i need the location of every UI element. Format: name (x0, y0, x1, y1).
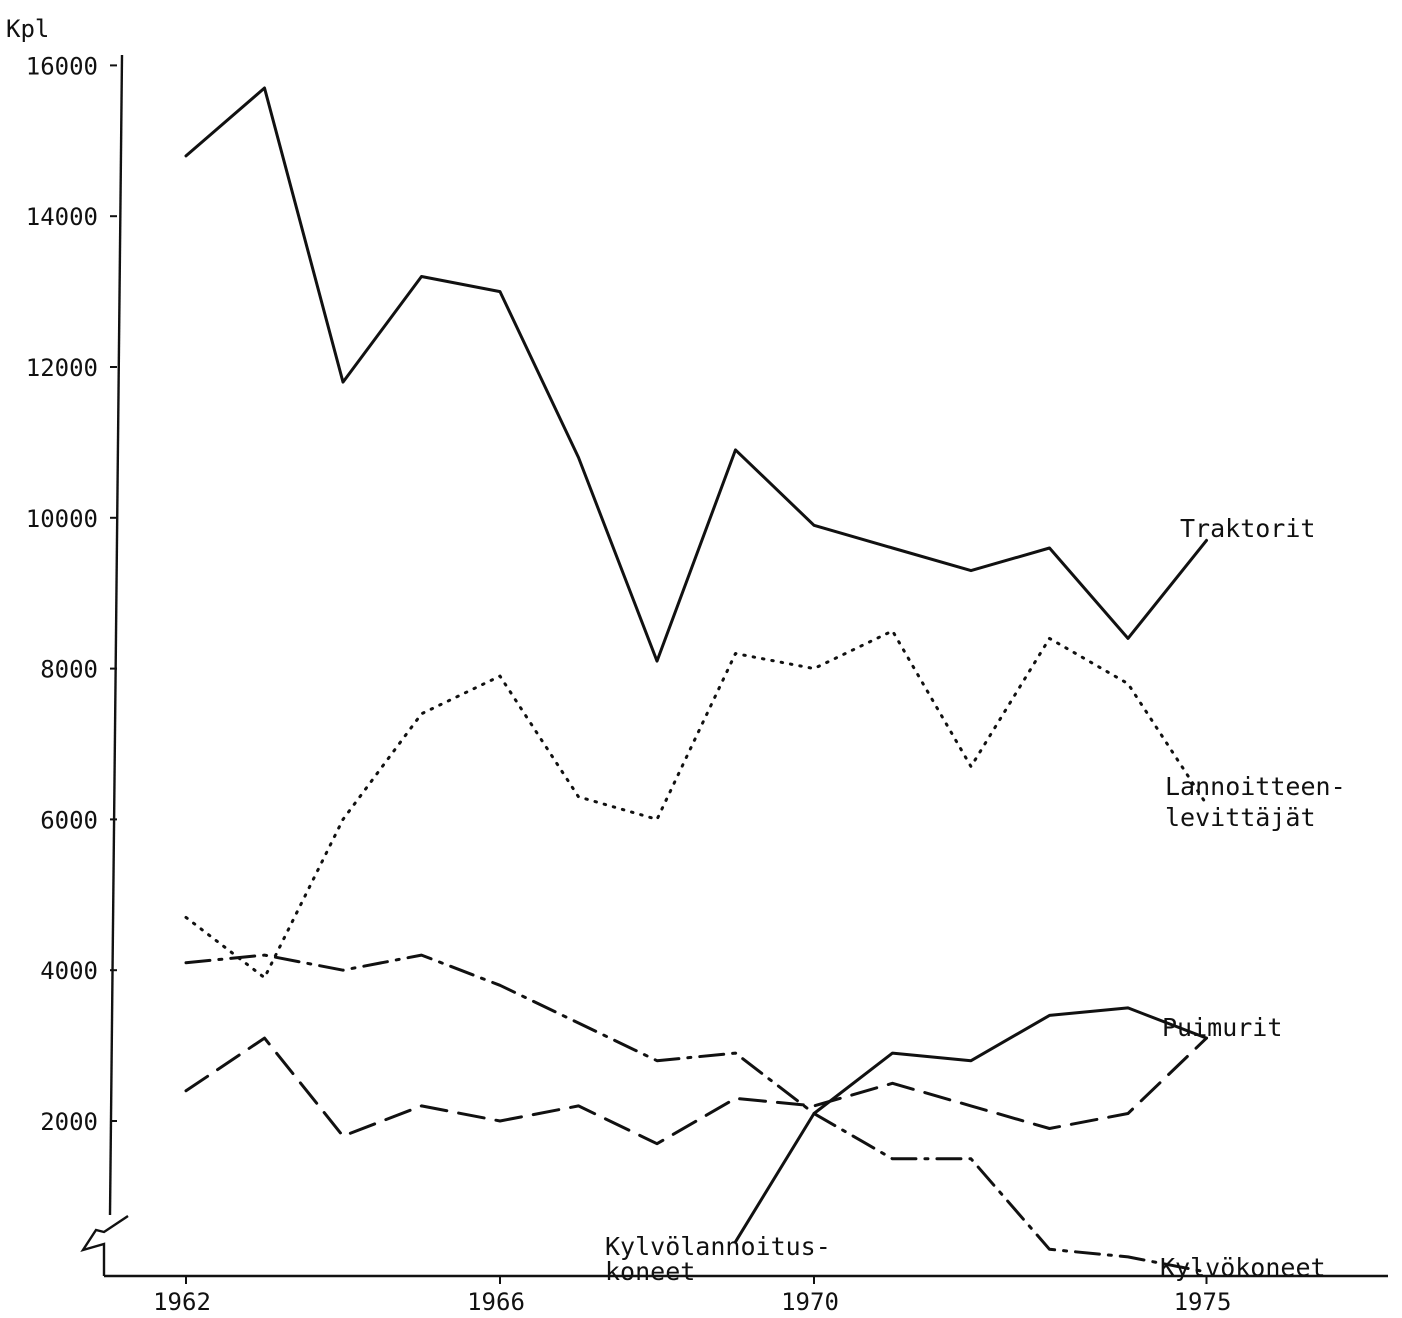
axes (80, 54, 1388, 1278)
series-labels: Traktorit Lannoitteen-levittäjät Puimurit K… (605, 514, 1346, 1286)
y-tick-label: 16000 (26, 52, 98, 80)
x-axis-ticks: 1962 1966 1970 1975 (153, 1276, 1231, 1316)
y-tick-label: 14000 (26, 203, 98, 231)
y-tick-label: 4000 (40, 957, 98, 985)
y-tick-label: 12000 (26, 354, 98, 382)
series-lines (184, 86, 1208, 1274)
series-line-kylv-koneet (184, 953, 1208, 1274)
series-label-lannoitteen-levitt-j-t: levittäjät (1165, 803, 1316, 832)
y-tick-label: 8000 (40, 656, 98, 684)
series-label-kylv-lannoitus-koneet: koneet (605, 1257, 695, 1286)
series-label-traktorit: Traktorit (1180, 514, 1315, 543)
y-tick-label: 2000 (40, 1108, 98, 1136)
x-tick-label: 1966 (467, 1288, 525, 1316)
series-line-traktorit (184, 86, 1208, 663)
series-label-kylv-lannoitus-koneet: Kylvölannoitus- (605, 1232, 831, 1261)
series-line-puimurit (184, 1036, 1208, 1146)
series-label-kylv-koneet: Kylvökoneet (1160, 1253, 1326, 1282)
y-tick-label: 6000 (40, 806, 98, 834)
series-label-lannoitteen-levitt-j-t: Lannoitteen- (1165, 772, 1346, 801)
y-axis-line (108, 54, 124, 1216)
x-tick-label: 1962 (153, 1288, 211, 1316)
y-tick-label: 10000 (26, 505, 98, 533)
series-line-kylv-lannoitus-koneet (734, 1006, 1208, 1244)
x-tick-label: 1975 (1174, 1288, 1232, 1316)
y-axis-ticks: 2000 4000 6000 8000 10000 12000 14000 16000 (26, 52, 117, 1136)
series-line-lannoitteen-levitt-j-t (184, 629, 1208, 980)
x-tick-label: 1970 (781, 1288, 839, 1316)
y-axis-label: Kpl (6, 15, 49, 43)
series-label-puimurit: Puimurit (1162, 1013, 1282, 1042)
y-axis-break (80, 1215, 129, 1276)
